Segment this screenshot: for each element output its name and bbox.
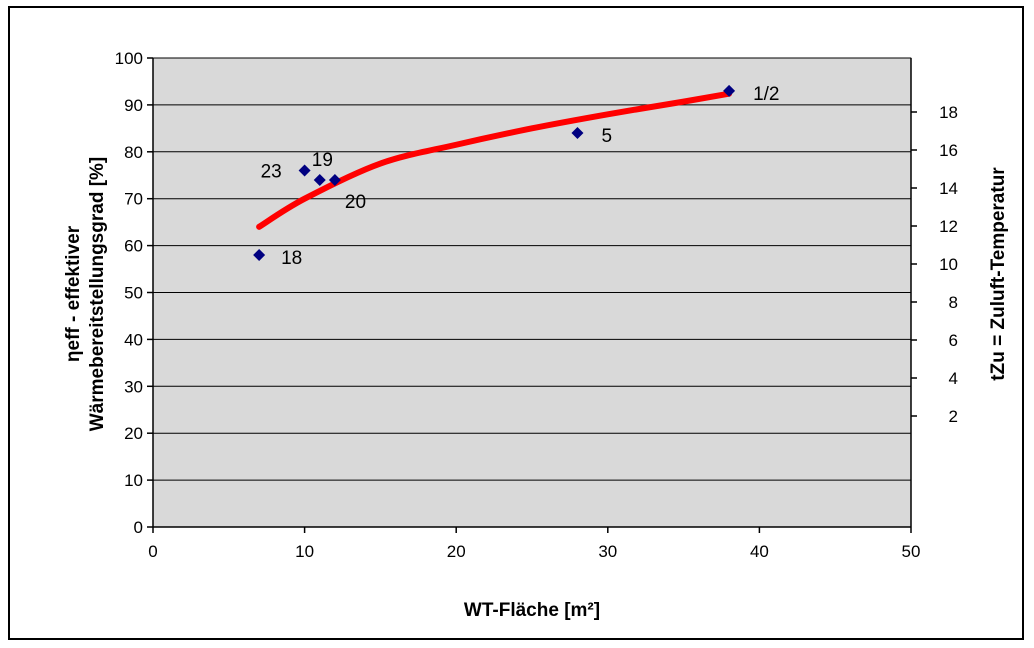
y-tick-label-50: 50 <box>124 284 143 303</box>
y2-tick-label-6: 6 <box>949 331 958 350</box>
x-tick-label-40: 40 <box>750 542 769 561</box>
data-points <box>253 84 736 261</box>
point-label-20: 20 <box>345 192 366 213</box>
x-tick-label-10: 10 <box>295 542 314 561</box>
y-ticks: 0 10 20 30 40 50 60 70 80 90 100 <box>115 49 153 537</box>
y2-tick-label-4: 4 <box>949 369 958 388</box>
y-tick-label-40: 40 <box>124 330 143 349</box>
y-tick-label-70: 70 <box>124 190 143 209</box>
y2-tick-label-2: 2 <box>949 407 958 426</box>
y2-tick-label-8: 8 <box>949 293 958 312</box>
data-point-19 <box>313 173 326 186</box>
data-point-18 <box>253 248 266 261</box>
y-tick-label-90: 90 <box>124 96 143 115</box>
data-point-5 <box>571 127 584 140</box>
point-label-19: 19 <box>312 150 333 171</box>
y2-ticks: 2 4 6 8 10 12 14 16 18 <box>911 103 958 426</box>
point-labels: 18 23 19 20 5 1/2 <box>261 84 780 269</box>
y-tick-label-10: 10 <box>124 471 143 490</box>
y-tick-label-0: 0 <box>134 518 143 537</box>
y2-tick-label-12: 12 <box>939 217 958 236</box>
y-axis-title-line1: ηeff - effektiver <box>63 225 84 362</box>
y-tick-label-20: 20 <box>124 424 143 443</box>
x-tick-label-0: 0 <box>148 542 157 561</box>
point-label-1-2: 1/2 <box>753 84 779 105</box>
x-axis-title: WT-Fläche [m²] <box>464 600 600 621</box>
y2-tick-label-16: 16 <box>939 141 958 160</box>
data-point-1-2 <box>723 84 736 97</box>
y2-axis-title: tZu = Zuluft-Temperatur <box>988 167 1009 381</box>
y-tick-label-100: 100 <box>115 49 143 68</box>
x-tick-label-30: 30 <box>598 542 617 561</box>
gridlines <box>153 57 911 481</box>
y-tick-label-60: 60 <box>124 237 143 256</box>
y2-tick-label-10: 10 <box>939 255 958 274</box>
y-tick-label-80: 80 <box>124 143 143 162</box>
x-tick-label-50: 50 <box>902 542 921 561</box>
y2-tick-label-18: 18 <box>939 103 958 122</box>
x-tick-label-20: 20 <box>447 542 466 561</box>
y-axis-title-line2: Wärmebereitstellungsgrad [%] <box>87 157 108 432</box>
point-label-18: 18 <box>281 248 302 269</box>
data-point-23 <box>298 164 311 177</box>
data-point-20 <box>328 173 341 186</box>
y2-tick-label-14: 14 <box>939 179 958 198</box>
trend-line <box>256 90 733 230</box>
point-label-23: 23 <box>261 162 282 183</box>
y-tick-label-30: 30 <box>124 377 143 396</box>
point-label-5: 5 <box>601 126 612 147</box>
x-ticks: 0 10 20 30 40 50 <box>148 527 920 561</box>
